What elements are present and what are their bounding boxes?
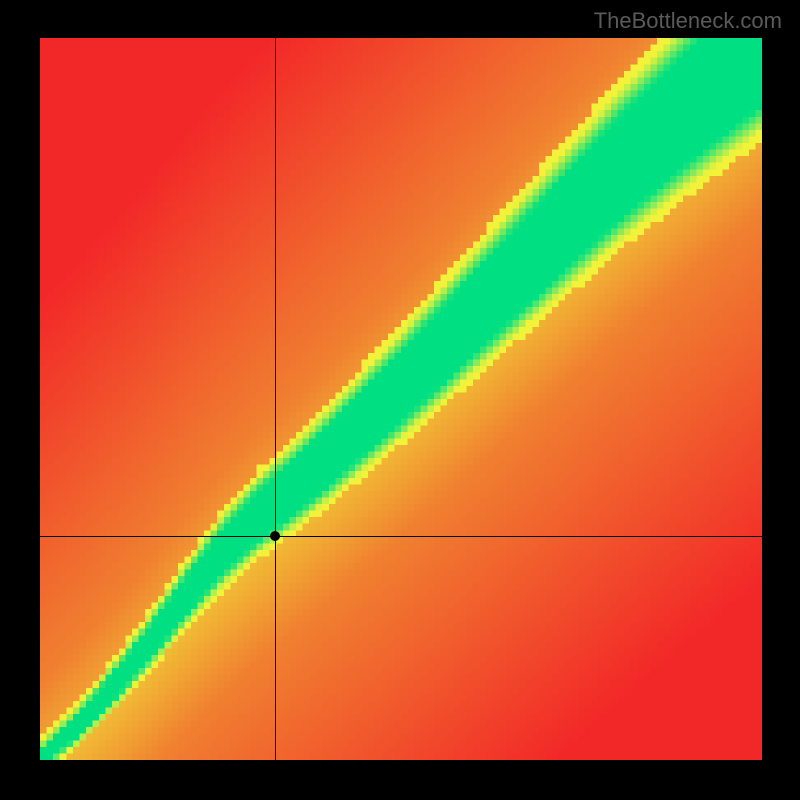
watermark-text: TheBottleneck.com (594, 8, 782, 34)
heatmap-canvas (40, 38, 762, 760)
crosshair-horizontal (40, 536, 762, 537)
crosshair-vertical (275, 38, 276, 760)
heatmap-plot (40, 38, 762, 760)
marker-point (270, 531, 280, 541)
